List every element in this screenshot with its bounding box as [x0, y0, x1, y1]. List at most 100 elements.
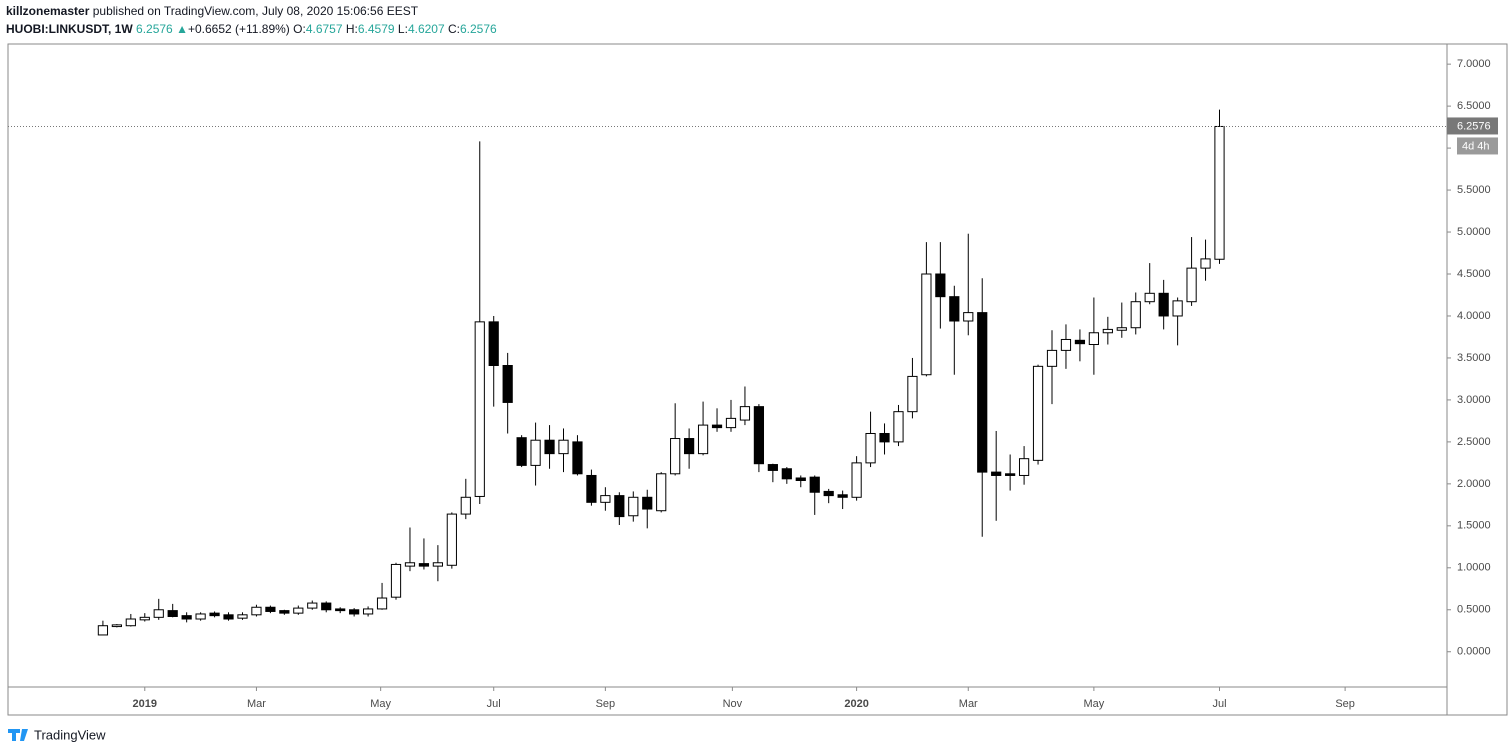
x-tick-label: Sep	[1335, 698, 1355, 710]
candle-body	[656, 473, 667, 512]
candle-body	[502, 365, 513, 403]
candle-body	[795, 477, 806, 482]
candle-body	[307, 602, 318, 609]
x-tick-label: May	[370, 698, 391, 710]
last-price-box	[1447, 117, 1498, 135]
candle-body	[223, 614, 234, 620]
candle-body	[488, 321, 499, 367]
candle-body	[111, 624, 122, 628]
candle-body	[1046, 349, 1058, 367]
candle-body	[209, 612, 220, 617]
x-tick-label: Sep	[596, 698, 616, 710]
x-axis-frame	[7, 686, 1448, 716]
countdown: 4d 4h	[1462, 140, 1490, 152]
candle-body	[865, 432, 876, 464]
c-label: C:	[447, 22, 460, 36]
x-tick-label: Jul	[487, 698, 501, 710]
y-tick-label: 5.5000	[1457, 184, 1491, 196]
candles	[97, 109, 1225, 636]
candle-body	[558, 439, 569, 455]
candle-body	[893, 411, 904, 443]
candle-body	[1214, 125, 1225, 260]
candle-body	[153, 609, 164, 618]
y-tick-label: 6.5000	[1457, 100, 1491, 112]
candle-body	[376, 597, 388, 610]
candle-body	[879, 432, 890, 443]
y-tick-label: 4.0000	[1457, 310, 1491, 322]
countdown-box	[1457, 137, 1498, 155]
candle-body	[586, 474, 597, 503]
candle-body	[935, 273, 946, 298]
candle-body	[851, 462, 862, 498]
candle-body	[809, 476, 820, 493]
change: +0.6652 (+11.89%)	[187, 22, 290, 36]
candle-body	[711, 424, 723, 429]
x-tick-label: Mar	[247, 698, 266, 710]
y-tick-label: 1.0000	[1457, 562, 1491, 574]
candle-body	[432, 562, 443, 567]
plot-frame	[7, 43, 1448, 688]
candle-body	[1018, 458, 1030, 476]
last-price: 6.2576	[136, 22, 173, 36]
candle-body	[614, 495, 625, 518]
symbol: HUOBI:LINKUSDT, 1W	[6, 22, 133, 36]
candle-body	[390, 563, 402, 598]
x-tick-label: May	[1083, 698, 1104, 710]
candle-body	[474, 321, 485, 497]
x-tick-label: 2020	[844, 698, 868, 710]
candle-body	[404, 562, 416, 567]
candle-body	[1186, 267, 1197, 303]
candle-body	[781, 468, 792, 480]
candle-body	[1116, 327, 1127, 331]
candle-body	[670, 438, 681, 475]
candle-body	[544, 439, 555, 455]
candle-body	[1172, 300, 1183, 317]
close-value: 6.2576	[459, 22, 497, 36]
h-label: H:	[345, 22, 358, 36]
candle-body	[823, 490, 834, 497]
candle-body	[1144, 292, 1155, 303]
candle-body	[991, 471, 1002, 476]
y-tick-label: 2.0000	[1457, 478, 1491, 490]
candle-body	[167, 610, 178, 617]
candle-body	[1032, 365, 1044, 461]
candle-body	[642, 496, 653, 510]
candle-body	[753, 406, 765, 465]
candle-body	[251, 606, 262, 616]
last-price-label: 6.2576	[1457, 120, 1491, 132]
candle-body	[97, 625, 109, 636]
candle-body	[1074, 339, 1086, 345]
y-tick-label: 3.0000	[1457, 394, 1491, 406]
x-tick-label: Mar	[959, 698, 978, 710]
logo: TradingView	[8, 727, 106, 742]
candle-body	[530, 439, 541, 466]
brand: TradingView	[34, 727, 106, 742]
author: killzonemaster	[6, 4, 90, 18]
candle-body	[949, 296, 960, 322]
candle-body	[460, 496, 471, 515]
low-value: 4.6207	[407, 22, 445, 36]
candle-body	[195, 613, 206, 620]
candle-body	[181, 615, 192, 620]
candle-body	[977, 312, 988, 473]
candle-body	[921, 273, 932, 376]
candle-body	[697, 424, 709, 455]
candle-body	[237, 614, 248, 619]
candle-body	[362, 608, 374, 615]
y-tick-label: 3.5000	[1457, 352, 1491, 364]
y-tick-label: 0.5000	[1457, 604, 1491, 616]
candle-body	[1060, 338, 1072, 351]
y-tick-label: 1.5000	[1457, 520, 1491, 532]
candle-body	[725, 417, 737, 429]
candle-body	[349, 609, 360, 615]
candle-body	[139, 616, 150, 621]
candle-body	[265, 606, 276, 612]
open-value: 4.6757	[305, 22, 343, 36]
symbol-line: HUOBI:LINKUSDT, 1W 6.2576 ▲+0.6652 (+11.…	[6, 22, 497, 36]
candle-body	[293, 607, 304, 614]
candle-body	[1005, 473, 1016, 476]
candle-body	[572, 441, 583, 475]
x-tick-label: Nov	[723, 698, 743, 710]
change-arrow: ▲	[176, 22, 188, 36]
